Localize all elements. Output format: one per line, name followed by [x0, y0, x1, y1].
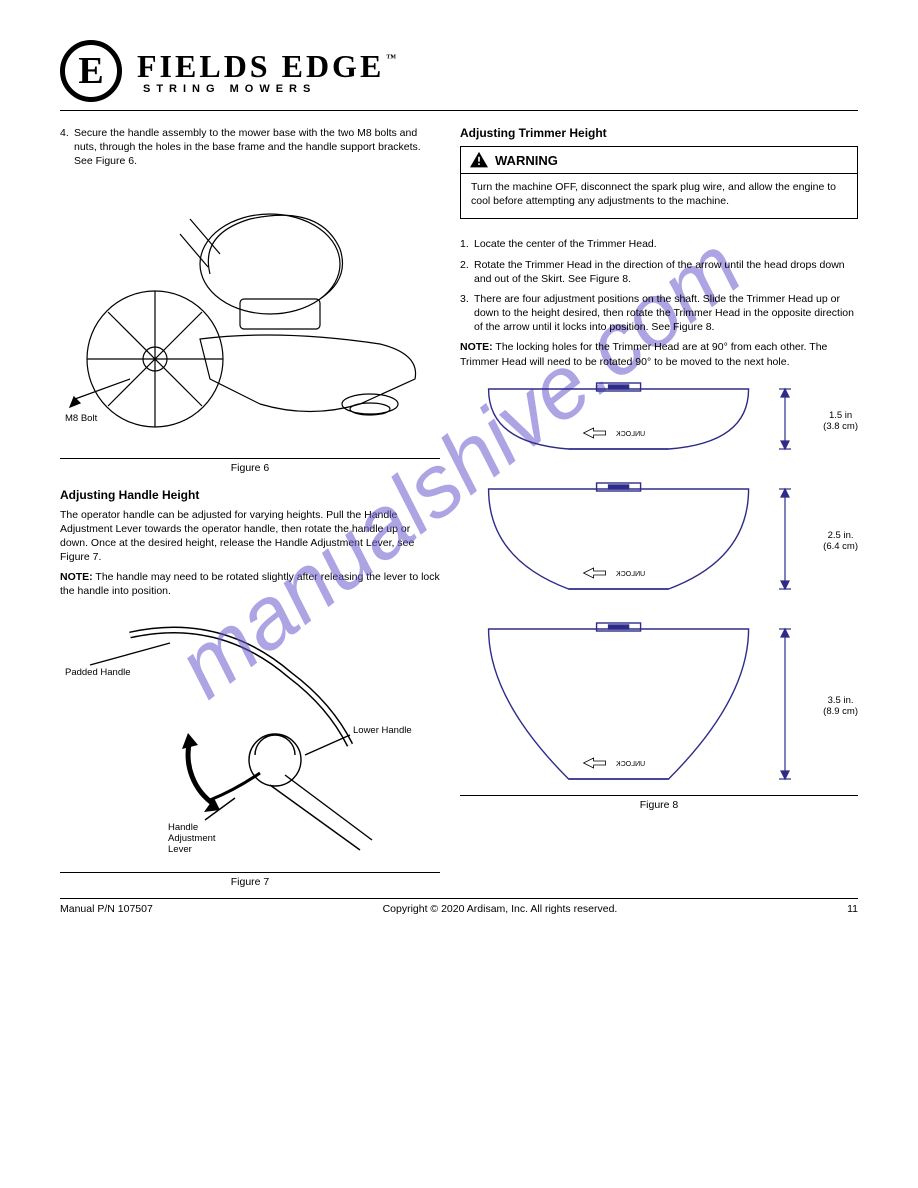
- figure-7-caption: Figure 7: [60, 872, 440, 888]
- page-header: E FIELDS EDGE™ STRING MOWERS: [60, 40, 858, 102]
- svg-text:Lever: Lever: [168, 844, 192, 855]
- dimension-label: 3.5 in.(8.9 cm): [823, 695, 858, 717]
- height-position-row: UNLOCK 1.5 in(3.8 cm): [460, 379, 858, 463]
- adjust-handle-heading: Adjusting Handle Height: [60, 488, 440, 502]
- padded-handle-label: Padded Handle: [65, 667, 131, 678]
- figure-7-illustration: Padded Handle Handle Adjustment Lever Lo…: [60, 605, 440, 870]
- dimension-label: 2.5 in.(6.4 cm): [823, 530, 858, 552]
- trimmer-height-note: NOTE: The locking holes for the Trimmer …: [460, 340, 858, 368]
- figure-6-illustration: M8 Bolt: [60, 179, 440, 454]
- list-item: 3.There are four adjustment positions on…: [460, 292, 858, 335]
- svg-text:UNLOCK: UNLOCK: [616, 431, 646, 438]
- warning-box: WARNING Turn the machine OFF, disconnect…: [460, 146, 858, 219]
- dimension-bracket-icon: [777, 479, 817, 603]
- step-number: 1.: [460, 237, 474, 251]
- adjust-handle-note: NOTE: The handle may need to be rotated …: [60, 570, 440, 598]
- warning-word: WARNING: [495, 153, 558, 168]
- dimension-label: 1.5 in(3.8 cm): [823, 410, 858, 432]
- note-text: The handle may need to be rotated slight…: [60, 571, 440, 597]
- figure-8-illustration: UNLOCK 1.5 in(3.8 cm) UNLOCK 2.5 in.(6.4 cm…: [460, 379, 858, 796]
- page-footer: Manual P/N 107507 Copyright © 2020 Ardis…: [60, 898, 858, 915]
- note-label: NOTE:: [460, 341, 493, 353]
- right-column: Adjusting Trimmer Height WARNING Turn th…: [460, 126, 858, 888]
- handle-diagram-icon: Padded Handle Handle Adjustment Lever Lo…: [60, 605, 440, 865]
- step-number: 4.: [60, 126, 74, 169]
- svg-text:Handle: Handle: [168, 822, 198, 833]
- list-item: 2.Rotate the Trimmer Head in the directi…: [460, 258, 858, 286]
- step-text: Locate the center of the Trimmer Head.: [474, 237, 657, 251]
- footer-manual-pn: Manual P/N 107507: [60, 903, 153, 915]
- mower-diagram-icon: M8 Bolt: [60, 179, 440, 449]
- height-positions-diagram: UNLOCK 1.5 in(3.8 cm) UNLOCK 2.5 in.(6.4 cm…: [460, 379, 858, 793]
- note-text: The locking holes for the Trimmer Head a…: [460, 341, 827, 367]
- dimension-bracket-icon: [777, 379, 817, 463]
- svg-text:UNLOCK: UNLOCK: [616, 571, 646, 578]
- step-text: Rotate the Trimmer Head in the direction…: [474, 258, 858, 286]
- bolt-callout-label: M8 Bolt: [65, 413, 98, 424]
- trademark-symbol: ™: [386, 53, 399, 64]
- step-number: 2.: [460, 258, 474, 286]
- shield-outline-icon: UNLOCK: [460, 379, 777, 463]
- shield-outline-icon: UNLOCK: [460, 479, 777, 603]
- height-position-row: UNLOCK 3.5 in.(8.9 cm): [460, 619, 858, 793]
- footer-page-number: 11: [847, 903, 858, 915]
- warning-body: Turn the machine OFF, disconnect the spa…: [461, 174, 857, 218]
- shield-outline-icon: UNLOCK: [460, 619, 777, 793]
- left-column: 4. Secure the handle assembly to the mow…: [60, 126, 440, 888]
- svg-text:UNLOCK: UNLOCK: [616, 761, 646, 768]
- warning-header: WARNING: [461, 147, 857, 174]
- brand-logo-icon: E: [60, 40, 122, 102]
- list-item: 1.Locate the center of the Trimmer Head.: [460, 237, 657, 251]
- adjustment-lever-label: Handle Adjustment Lever: [168, 822, 216, 855]
- brand-name-text: FIELDS EDGE: [137, 48, 384, 84]
- warning-triangle-icon: [469, 151, 489, 169]
- brand-name: FIELDS EDGE™: [137, 48, 397, 85]
- header-divider: [60, 110, 858, 111]
- content-columns: 4. Secure the handle assembly to the mow…: [60, 126, 858, 888]
- brand-text-block: FIELDS EDGE™ STRING MOWERS: [137, 48, 397, 95]
- dimension-bracket-icon: [777, 619, 817, 793]
- trimmer-steps: 1.Locate the center of the Trimmer Head.…: [460, 237, 858, 334]
- figure-6-caption: Figure 6: [60, 458, 440, 474]
- adjust-handle-text: The operator handle can be adjusted for …: [60, 508, 440, 565]
- step-text: Secure the handle assembly to the mower …: [74, 126, 440, 169]
- step-4: 4. Secure the handle assembly to the mow…: [60, 126, 440, 169]
- figure-8-caption: Figure 8: [460, 799, 858, 811]
- note-label: NOTE:: [60, 571, 93, 583]
- step-number: 3.: [460, 292, 474, 335]
- height-position-row: UNLOCK 2.5 in.(6.4 cm): [460, 479, 858, 603]
- trimmer-heading: Adjusting Trimmer Height: [460, 126, 858, 140]
- step-text: There are four adjustment positions on t…: [474, 292, 858, 335]
- lower-handle-label: Lower Handle: [353, 725, 412, 736]
- svg-text:Adjustment: Adjustment: [168, 833, 216, 844]
- footer-copyright: Copyright © 2020 Ardisam, Inc. All right…: [383, 903, 618, 915]
